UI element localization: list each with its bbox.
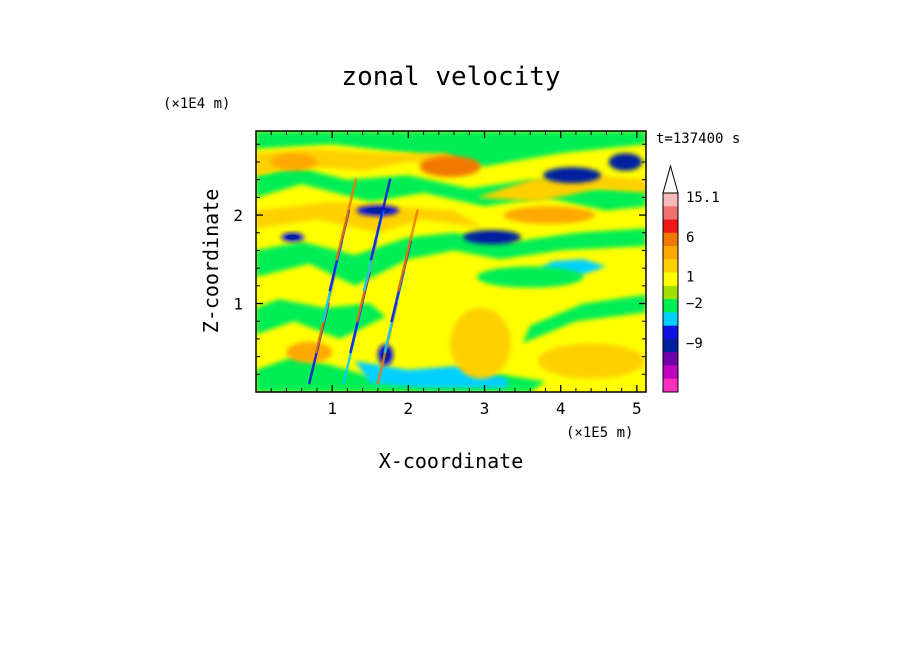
x-axis-label: X-coordinate (379, 449, 524, 473)
colorbar-segment (663, 232, 678, 247)
colorbar-segment (663, 219, 678, 234)
field-feature (419, 155, 481, 177)
plot-area (256, 131, 646, 392)
colorbar-segment (663, 246, 678, 260)
colorbar-arrow (662, 164, 679, 194)
field-feature-core (366, 207, 390, 214)
x-tick-label: 3 (480, 399, 490, 418)
wave-streak (397, 209, 419, 292)
field-feature (450, 307, 512, 379)
field-band (256, 166, 646, 211)
y-tick-label: 1 (233, 295, 243, 314)
x-unit-label: (×1E5 m) (566, 425, 633, 441)
field-band (256, 201, 485, 233)
colorbar-segment (663, 352, 678, 366)
field-band (476, 175, 646, 202)
field-feature-core (286, 234, 299, 240)
features-layer (271, 153, 645, 385)
field-band (522, 294, 646, 344)
x-axis: 1 2 3 4 5 (270, 131, 642, 418)
colorbar-label: 6 (686, 230, 694, 246)
colorbar: 15.1 6 1 −2 −9 (662, 164, 720, 393)
colorbar-segment (663, 338, 678, 353)
field-feature (503, 206, 595, 224)
field-feature (537, 343, 645, 379)
colorbar-label: 15.1 (686, 190, 720, 206)
field-feature (271, 153, 317, 171)
colorbar-segment (663, 378, 678, 393)
field-feature (476, 266, 584, 288)
colorbar-label: 1 (686, 270, 694, 286)
colorbar-label: −9 (686, 336, 703, 352)
field-band (256, 299, 386, 339)
field-feature-core (616, 157, 635, 167)
y-unit-label: (×1E4 m) (163, 96, 230, 112)
colorbar-segment (663, 312, 678, 326)
y-axis-label: Z-coordinate (199, 189, 223, 334)
colorbar-segment (663, 206, 678, 220)
colorbar-segment (663, 285, 678, 300)
x-tick-label: 5 (632, 399, 642, 418)
colorbar-segment (663, 272, 678, 287)
colorbar-label: −2 (686, 296, 703, 312)
wave-streak (335, 178, 358, 261)
y-tick-label: 2 (233, 206, 243, 225)
colorbar-segment (663, 325, 678, 340)
field-feature-core (476, 233, 508, 242)
x-tick-label: 1 (327, 399, 337, 418)
field-band (256, 228, 646, 286)
colorbar-segment (663, 299, 678, 313)
colorbar-segment (663, 193, 678, 207)
chart-title: zonal velocity (341, 62, 560, 92)
field-band (256, 131, 646, 167)
y-axis: 12 (233, 143, 646, 375)
field-band (355, 361, 508, 388)
field-band (256, 148, 470, 176)
field-feature-core (556, 170, 588, 180)
x-tick-label: 2 (404, 399, 414, 418)
plot-frame (255, 130, 647, 393)
time-label: t=137400 s (656, 131, 740, 147)
colorbar-segment (663, 365, 678, 380)
colorbar-segment (663, 259, 678, 273)
wave-streak (369, 178, 392, 261)
colorbar-frame (662, 192, 679, 393)
field-feature (286, 341, 333, 363)
x-tick-label: 4 (556, 399, 566, 418)
